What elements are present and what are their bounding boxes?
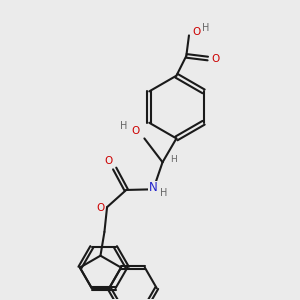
Text: O: O [131,126,139,136]
Text: H: H [202,23,210,33]
Text: O: O [105,156,113,166]
Text: O: O [192,27,200,37]
Text: N: N [149,182,158,194]
Text: H: H [120,121,128,131]
Text: O: O [96,203,105,214]
Text: O: O [211,53,219,64]
Text: H: H [170,155,176,164]
Text: H: H [160,188,168,198]
